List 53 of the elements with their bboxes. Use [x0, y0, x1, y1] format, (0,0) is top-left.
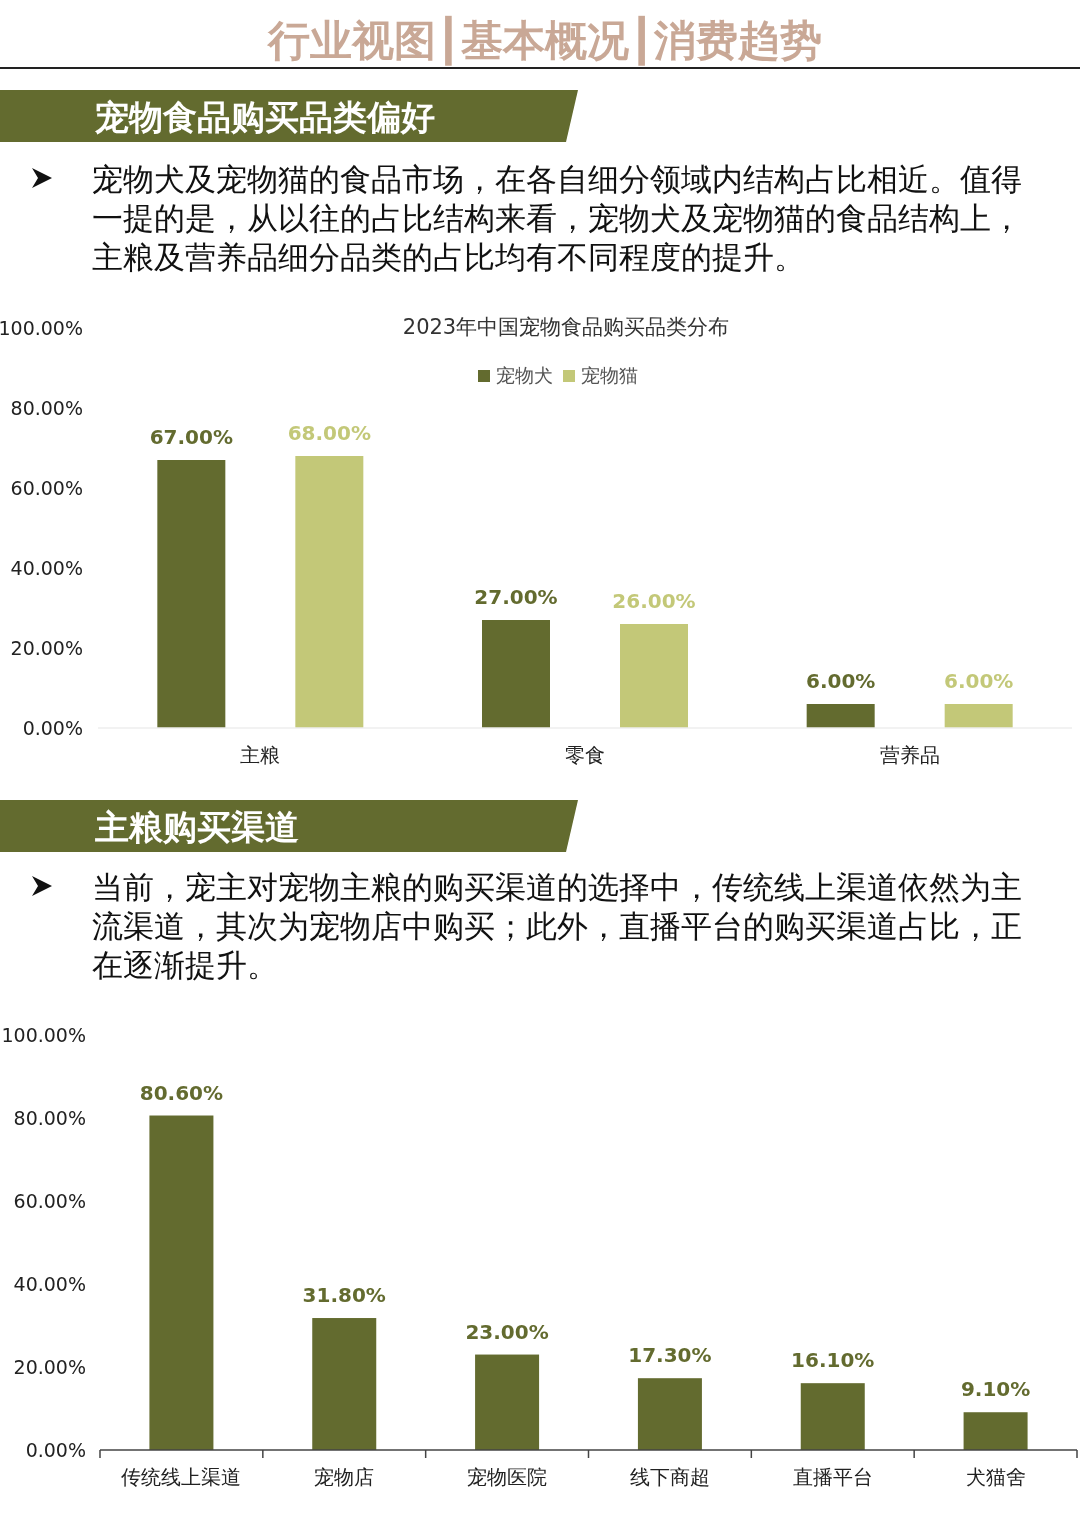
data-label: 68.00%	[287, 421, 371, 445]
data-label: 6.00%	[805, 669, 876, 693]
bar	[312, 1318, 377, 1450]
text: 宠物犬及宠物猫的食品市场，在各自细分领域内结构占比相近。值得一提的是，从以往的占比结构来看，宠物犬及宠物猫的食品结构上，主粮及营养品细分品类的占比均有不同程度的提升。	[92, 161, 1022, 275]
y-tick-label: 80.00%	[13, 1107, 86, 1129]
bar	[620, 624, 688, 728]
data-label: 6.00%	[943, 669, 1014, 693]
x-tick-label: 犬猫舍	[965, 1465, 1026, 1489]
y-tick-label: 0.00%	[25, 1439, 86, 1461]
text: 行业视图┃基本概况┃消费趋势	[265, 15, 823, 66]
data-label: 27.00%	[474, 585, 558, 609]
x-tick-label: 宠物医院	[467, 1465, 548, 1489]
y-tick-label: 80.00%	[10, 397, 83, 419]
y-tick-label: 0.00%	[22, 717, 83, 739]
bar	[944, 704, 1013, 728]
bar	[806, 704, 875, 728]
x-tick-label: 主粮	[240, 743, 281, 767]
chart-title: 主粮购买渠道	[94, 807, 299, 847]
x-tick-label: 直播平台	[792, 1465, 873, 1489]
bar	[295, 456, 364, 728]
bar	[149, 1115, 214, 1450]
x-tick-label: 线下商超	[629, 1465, 710, 1489]
y-tick-label: 60.00%	[10, 477, 83, 499]
data-label: 17.30%	[628, 1343, 712, 1368]
legend-label: 宠物猫	[581, 364, 638, 386]
chart-title: 2023年中国宠物食品购买品类分布	[402, 315, 730, 339]
x-tick-label: 零食	[565, 743, 605, 767]
bar	[157, 460, 226, 728]
data-label: 67.00%	[149, 425, 233, 449]
y-tick-label: 20.00%	[13, 1356, 86, 1378]
data-label: 31.80%	[302, 1283, 386, 1308]
bar	[800, 1383, 865, 1451]
data-label: 26.00%	[612, 589, 696, 613]
y-tick-label: 100.00%	[1, 1024, 86, 1046]
text: 宠物食品购买品类偏好	[94, 97, 435, 137]
bar	[482, 620, 550, 728]
x-tick-label: 营养品	[879, 743, 940, 767]
y-tick-label: 100.00%	[0, 317, 83, 339]
data-label: 80.60%	[139, 1080, 224, 1105]
y-tick-label: 20.00%	[10, 637, 83, 659]
x-tick-label: 宠物店	[314, 1465, 375, 1489]
x-tick-label: 传统线上渠道	[121, 1465, 242, 1489]
y-tick-label: 40.00%	[10, 557, 83, 579]
chart-subtitle: 当前，宠主对宠物主粮的购买渠道的选择中，传统线上渠道依然为主流渠道，其次为宠物店中购买；此外，直播平台的购买渠道占比，正在逐渐提升。	[92, 869, 1022, 983]
bar	[475, 1354, 540, 1450]
bar	[637, 1378, 702, 1450]
data-label: 9.10%	[960, 1377, 1031, 1402]
y-tick-label: 40.00%	[13, 1273, 86, 1295]
y-tick-label: 60.00%	[13, 1190, 86, 1212]
data-label: 16.10%	[791, 1348, 875, 1373]
bar	[963, 1412, 1028, 1450]
legend-label: 宠物犬	[496, 364, 553, 386]
data-label: 23.00%	[465, 1319, 549, 1344]
